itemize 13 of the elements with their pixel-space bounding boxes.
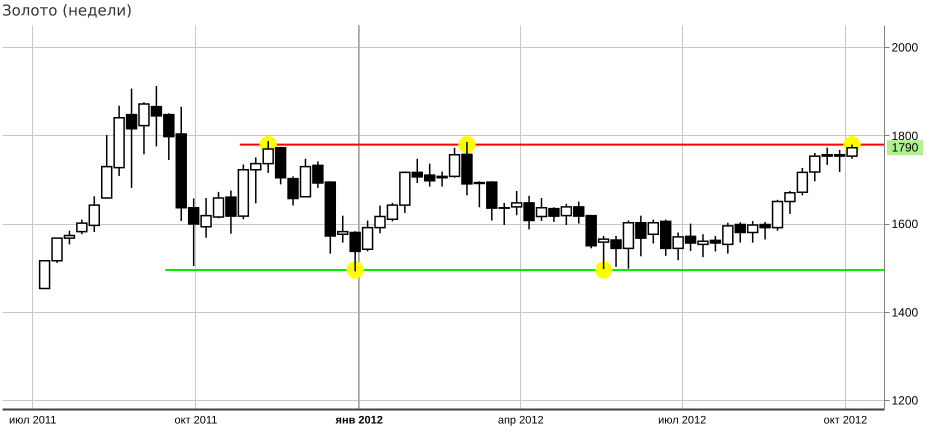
x-tick-label: июл 2012 [658, 414, 706, 426]
y-tick-label: 1600 [892, 217, 919, 232]
y-tick-label: 1400 [892, 305, 919, 320]
x-tick-label: апр 2012 [498, 414, 544, 426]
chart-title: Золото (недели) [2, 2, 132, 20]
y-tick-label: 2000 [892, 40, 919, 55]
x-tick-label: янв 2012 [336, 414, 383, 426]
x-tick-label: окт 2012 [824, 414, 868, 426]
x-tick-label: окт 2011 [174, 414, 218, 426]
text: 1790 [892, 140, 919, 155]
x-tick-label: июл 2011 [9, 414, 56, 426]
y-tick-label: 1200 [892, 394, 919, 408]
y-tick-label: 1800 [892, 128, 919, 143]
